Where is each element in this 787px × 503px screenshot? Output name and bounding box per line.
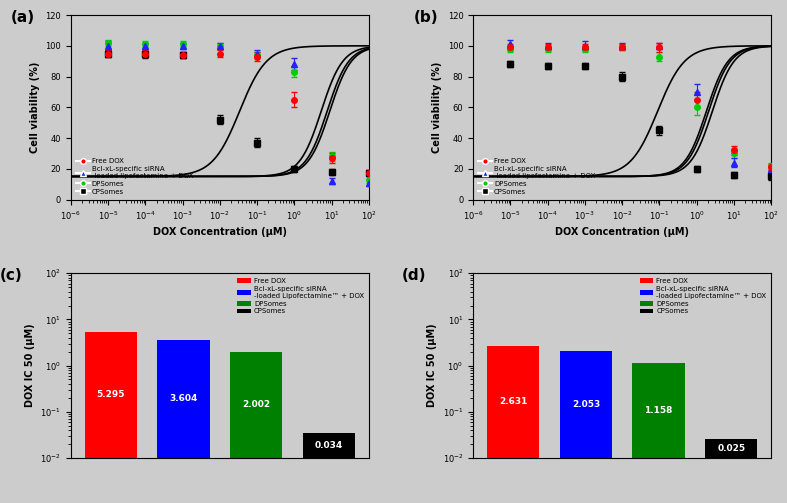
Text: 1.158: 1.158 <box>645 405 673 414</box>
Text: 2.631: 2.631 <box>499 397 527 406</box>
Bar <box>560 351 612 503</box>
Text: 0.025: 0.025 <box>717 444 745 453</box>
Bar <box>633 363 685 503</box>
Y-axis label: DOX IC 50 (μM): DOX IC 50 (μM) <box>427 324 437 407</box>
Text: 0.034: 0.034 <box>315 441 343 450</box>
Text: (d): (d) <box>401 268 427 283</box>
Bar <box>705 440 757 503</box>
Bar <box>157 340 209 503</box>
Text: 5.295: 5.295 <box>97 390 125 399</box>
Y-axis label: Cell viability (%): Cell viability (%) <box>30 62 40 153</box>
Bar <box>85 332 137 503</box>
Text: 2.053: 2.053 <box>572 400 600 409</box>
Bar <box>230 352 283 503</box>
Text: 2.002: 2.002 <box>242 400 270 409</box>
Legend: Free DOX, Bcl-xL-specific siRNA
-loaded Lipofectamine™ + DOX, DPSomes, CPSomes: Free DOX, Bcl-xL-specific siRNA -loaded … <box>236 277 365 316</box>
Bar <box>303 433 355 503</box>
Legend: Free DOX, Bcl-xL-specific siRNA
-loaded lipofectamine + DOX, DPSomes, CPSomes: Free DOX, Bcl-xL-specific siRNA -loaded … <box>74 157 194 196</box>
Text: 3.604: 3.604 <box>169 394 198 403</box>
X-axis label: DOX Concentration (μM): DOX Concentration (μM) <box>556 227 689 237</box>
Y-axis label: Cell viability (%): Cell viability (%) <box>432 62 442 153</box>
Legend: Free DOX, Bcl-xL-specific siRNA
-loaded lipofectamine + DOX, DPSomes, CPSomes: Free DOX, Bcl-xL-specific siRNA -loaded … <box>477 157 597 196</box>
Legend: Free DOX, Bcl-xL-specific siRNA
-loaded Lipofectamine™ + DOX, DPSomes, CPSomes: Free DOX, Bcl-xL-specific siRNA -loaded … <box>638 277 768 316</box>
Text: (a): (a) <box>11 10 35 25</box>
Text: (b): (b) <box>414 10 438 25</box>
Text: (c): (c) <box>0 268 22 283</box>
Y-axis label: DOX IC 50 (μM): DOX IC 50 (μM) <box>24 324 35 407</box>
Bar <box>487 346 539 503</box>
X-axis label: DOX Concentration (μM): DOX Concentration (μM) <box>153 227 286 237</box>
